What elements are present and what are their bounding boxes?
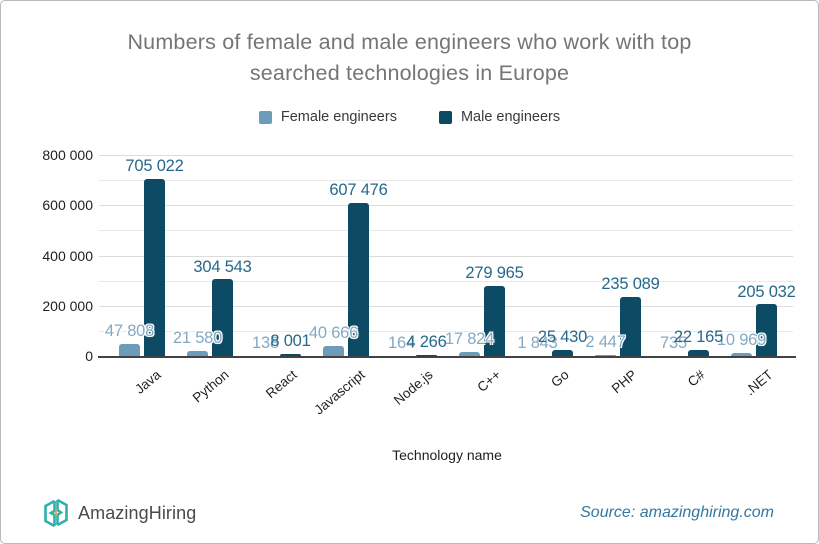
bar-node.js-male bbox=[416, 354, 437, 356]
bar-c++-male bbox=[484, 285, 505, 356]
legend-item-female: Female engineers bbox=[258, 109, 397, 125]
bar-python-female bbox=[187, 350, 208, 356]
amazinghiring-logo-icon bbox=[44, 498, 68, 528]
legend: Female engineers Male engineers bbox=[1, 109, 818, 125]
gridline-200000 bbox=[99, 305, 793, 307]
bar-react-male bbox=[280, 353, 301, 356]
value-label-c#-female: 735 bbox=[660, 333, 687, 352]
brand-logo: AmazingHiring bbox=[43, 497, 196, 529]
bar-go-male bbox=[552, 349, 573, 356]
bar-.net-male bbox=[756, 304, 777, 356]
female-swatch-icon bbox=[258, 110, 272, 124]
chart-title-line1: Numbers of female and male engineers who… bbox=[127, 30, 692, 54]
value-label-react-female: 138 bbox=[252, 334, 279, 352]
gridline-700000 bbox=[99, 180, 793, 182]
source-link[interactable]: Source: amazinghiring.com bbox=[580, 504, 774, 521]
value-label-python-male: 304 543 bbox=[193, 257, 252, 276]
bar-c++-female bbox=[459, 351, 480, 356]
value-label-c++-female: 17 824 bbox=[444, 329, 495, 348]
chart-title-line2: searched technologies in Europe bbox=[249, 61, 570, 86]
y-tick-600000: 600 000 bbox=[42, 197, 93, 214]
value-label-go-female: 1 843 bbox=[517, 333, 558, 352]
value-label-go-male: 25 430 bbox=[537, 327, 588, 346]
y-tick-0: 0 bbox=[85, 348, 93, 364]
y-tick-800000: 800 000 bbox=[42, 147, 93, 163]
y-tick-400000: 400 000 bbox=[42, 247, 93, 264]
bar-javascript-male bbox=[348, 203, 369, 356]
brand-name: AmazingHiring bbox=[78, 502, 197, 523]
legend-label-female: Female engineers bbox=[280, 109, 397, 125]
value-label-react-male: 8 001 bbox=[270, 332, 311, 350]
value-label-node.js-male: 4 266 bbox=[406, 332, 447, 351]
legend-label-male: Male engineers bbox=[460, 109, 561, 125]
x-axis-title: Technology name bbox=[392, 447, 502, 463]
x-axis-baseline bbox=[98, 356, 796, 358]
bar-javascript-female bbox=[323, 345, 344, 356]
value-label-javascript-female: 40 666 bbox=[308, 323, 359, 342]
value-label-.net-female: 10 969 bbox=[716, 331, 767, 350]
gridline-100000 bbox=[99, 330, 793, 332]
gridline-400000 bbox=[99, 255, 793, 257]
male-swatch-icon bbox=[438, 110, 452, 124]
bar-python-male bbox=[212, 279, 233, 356]
value-label-java-male: 705 022 bbox=[125, 156, 184, 175]
chart-title: Numbers of female and male engineers who… bbox=[70, 27, 750, 89]
gridline-800000 bbox=[99, 155, 793, 156]
value-label-c++-male: 279 965 bbox=[465, 263, 524, 282]
y-tick-200000: 200 000 bbox=[42, 297, 93, 314]
bar-java-female bbox=[119, 343, 140, 356]
value-label-php-male: 235 089 bbox=[601, 274, 660, 293]
bar-php-female bbox=[595, 355, 616, 356]
gridline-600000 bbox=[99, 205, 793, 207]
bar-java-male bbox=[144, 178, 165, 356]
bar-c#-male bbox=[688, 350, 709, 356]
gridline-300000 bbox=[99, 280, 793, 282]
value-label-java-female: 47 808 bbox=[104, 322, 155, 340]
value-label-node.js-female: 164 bbox=[388, 334, 415, 352]
bar-.net-female bbox=[731, 353, 752, 356]
value-label-php-female: 2 447 bbox=[585, 333, 626, 352]
bar-php-male bbox=[620, 296, 641, 356]
legend-item-male: Male engineers bbox=[438, 109, 561, 125]
value-label-python-female: 21 580 bbox=[172, 328, 223, 347]
gridline-500000 bbox=[99, 230, 793, 232]
value-label-c#-male: 22 165 bbox=[673, 328, 724, 347]
value-label-.net-male: 205 032 bbox=[737, 282, 796, 301]
value-label-javascript-male: 607 476 bbox=[329, 181, 388, 200]
